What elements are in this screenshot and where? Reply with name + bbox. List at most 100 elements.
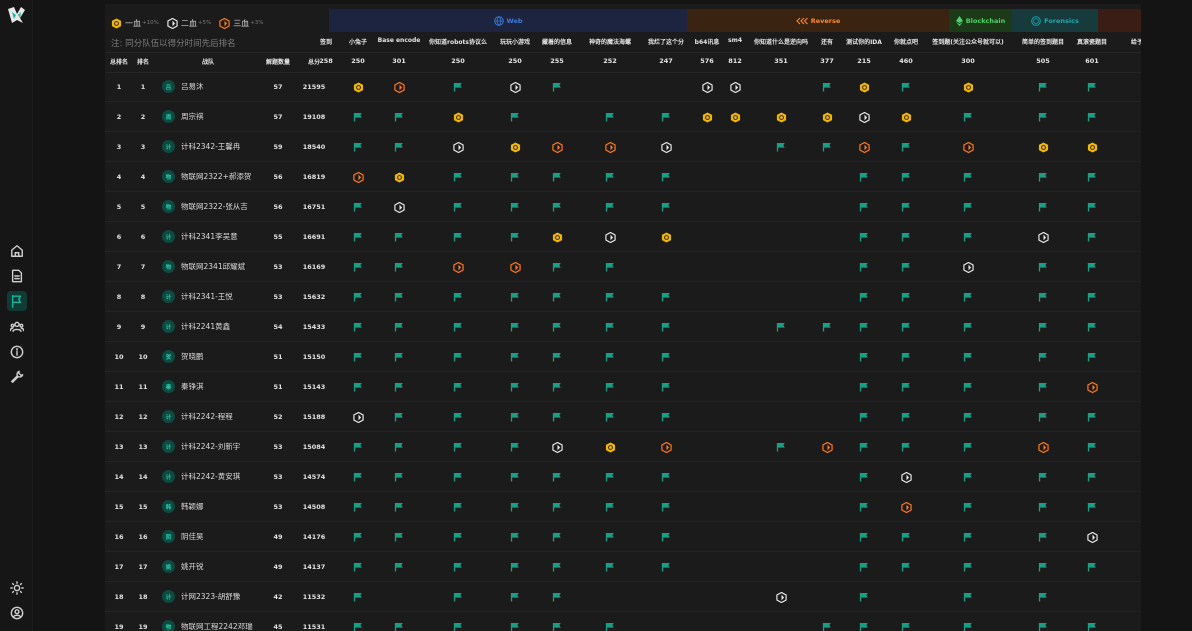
team-name[interactable]: 吕吕易沐 [162,80,204,93]
challenge-name[interactable]: sm4 [728,37,742,44]
divider [105,72,1141,73]
team-name[interactable]: 物物联网工程2242邓瑞 [162,620,253,631]
challenge-name[interactable]: 小兔子 [348,39,368,46]
team-avatar: 计 [162,440,175,453]
team-name[interactable]: 计计科2241黄鑫 [162,320,230,333]
team-name[interactable]: 物物联网2322+郝添贺 [162,170,251,183]
bronze-medal-icon [1086,381,1098,393]
team-row[interactable]: 1 1 吕吕易沐 57 21595 [105,72,1141,102]
team-name[interactable]: 姚姚开锐 [162,560,204,573]
challenge-name[interactable]: 玩玩小游戏 [499,39,531,46]
team-avatar: 物 [162,200,175,213]
team-row[interactable]: 2 2 周周宗祺 57 19108 [105,102,1141,132]
challenge-name[interactable]: 我烂了这个分 [647,39,685,46]
col-rank[interactable]: 排名 [136,59,150,66]
solved-flag-icon [962,501,974,513]
challenge-name[interactable]: 签到题(关注公众号就可以) [932,39,1004,46]
team-name[interactable]: 周周宗祺 [162,110,204,123]
team-name[interactable]: 物物联网2341邱耀斌 [162,260,245,273]
team-row[interactable]: 17 17 姚姚开锐 49 14137 [105,552,1141,582]
app-logo[interactable] [6,6,27,24]
team-row[interactable]: 16 16 阴阴佳昊 49 14176 [105,522,1141,552]
challenge-name[interactable]: 神奇的魔法海螺 [588,39,632,46]
category-reverse[interactable]: Reverse [687,9,949,32]
challenge-name[interactable]: 测试你的IDA [846,39,882,46]
rank: 1 [140,83,146,91]
team-row[interactable]: 9 9 计计科2241黄鑫 54 15433 [105,312,1141,342]
challenge-name[interactable]: 藏着的信息 [541,39,573,46]
solved-flag-icon [452,531,464,543]
rank: 8 [140,293,146,301]
col-total-score[interactable]: 总分 [307,59,321,66]
solved-flag-icon [660,471,672,483]
col-solved[interactable]: 解题数量 [265,59,291,66]
team-name[interactable]: 秦秦铮淇 [162,380,204,393]
users-icon[interactable] [7,317,27,337]
info-icon[interactable] [7,342,27,362]
team-row[interactable]: 18 18 计计网2323-胡舒豫 42 11532 [105,582,1141,612]
user-account-icon[interactable] [7,603,27,623]
category-blockchain[interactable]: Blockchain [949,9,1012,32]
team-row[interactable]: 3 3 计计科2342-王馨冉 59 18540 [105,132,1141,162]
challenge-name[interactable]: Base encode [377,37,421,44]
solved-flag-icon [660,561,672,573]
team-name[interactable]: 计计网2323-胡舒豫 [162,590,240,603]
challenge-name[interactable]: 你知道robots协议么 [429,39,487,46]
theme-toggle-icon[interactable] [7,578,27,598]
challenge-name[interactable]: 签到 [319,39,333,46]
challenge-name[interactable]: 简单的签到题目 [1021,39,1065,46]
team-name[interactable]: 韩韩颖娜 [162,500,204,513]
challenge-name[interactable]: 还有 [820,39,834,46]
home-icon[interactable] [7,241,27,261]
solved-flag-icon [509,621,521,631]
team-row[interactable]: 13 13 计计科2242-刘新宇 53 15084 [105,432,1141,462]
challenge-name[interactable]: b64讯息 [694,39,720,46]
team-name[interactable]: 计计科2242-黄安琪 [162,470,240,483]
team-name[interactable]: 物物联网2322-张从吉 [162,200,248,213]
category-web[interactable]: Web [329,9,687,32]
team-row[interactable]: 19 19 物物联网工程2242邓瑞 45 11531 [105,612,1141,631]
team-row[interactable]: 14 14 计计科2242-黄安琪 53 14574 [105,462,1141,492]
team-name[interactable]: 计计科2341李吴意 [162,230,238,243]
team-row[interactable]: 12 12 计计科2242-程程 52 15188 [105,402,1141,432]
col-total-rank[interactable]: 总排名 [109,59,129,66]
challenge-name[interactable]: 你知道什么是逆向吗 [753,39,809,46]
team-name[interactable]: 计计科2242-刘新宇 [162,440,240,453]
rewind-icon [795,17,808,25]
solved-flag-icon [509,231,521,243]
page-margin [1141,0,1192,631]
team-row[interactable]: 11 11 秦秦铮淇 51 15143 [105,372,1141,402]
document-icon[interactable] [7,266,27,286]
solved-flag-icon [452,501,464,513]
category-more[interactable] [1098,9,1141,32]
team-row[interactable]: 4 4 物物联网2322+郝添贺 56 16819 [105,162,1141,192]
gold-medal-icon [604,441,616,453]
challenge-name[interactable]: 你就点吧 [893,39,919,46]
team-name[interactable]: 计计科2341-王悦 [162,290,233,303]
team-row[interactable]: 10 10 贺贺晓鹏 51 15150 [105,342,1141,372]
team-row[interactable]: 7 7 物物联网2341邱耀斌 53 16169 [105,252,1141,282]
team-row[interactable]: 5 5 物物联网2322-张从吉 56 16751 [105,192,1141,222]
challenge-name[interactable]: 真滚瓷题目 [1076,39,1108,46]
solved-flag-icon [352,591,364,603]
team-row[interactable]: 15 15 韩韩颖娜 53 14508 [105,492,1141,522]
team-name[interactable]: 计计科2242-程程 [162,410,233,423]
wrench-icon[interactable] [7,367,27,387]
team-row[interactable]: 6 6 计计科2341李吴意 55 16691 [105,222,1141,252]
challenge-name[interactable]: 给予 [1130,39,1141,46]
solved-flag-icon [452,621,464,631]
team-row[interactable]: 8 8 计计科2341-王悦 53 15632 [105,282,1141,312]
solved-flag-icon [551,81,563,93]
solved-count: 52 [273,413,283,421]
solved-flag-icon [452,441,464,453]
category-forensics[interactable]: Forensics [1012,9,1098,32]
total-score: 19108 [302,113,326,121]
bronze-medal-icon [219,17,230,29]
solved-flag-icon [393,261,405,273]
team-name[interactable]: 阴阴佳昊 [162,530,204,543]
team-name[interactable]: 计计科2342-王馨冉 [162,140,240,153]
col-team[interactable]: 战队 [201,59,215,66]
team-name[interactable]: 贺贺晓鹏 [162,350,204,363]
solved-flag-icon [352,261,364,273]
flag-icon[interactable] [7,291,27,311]
